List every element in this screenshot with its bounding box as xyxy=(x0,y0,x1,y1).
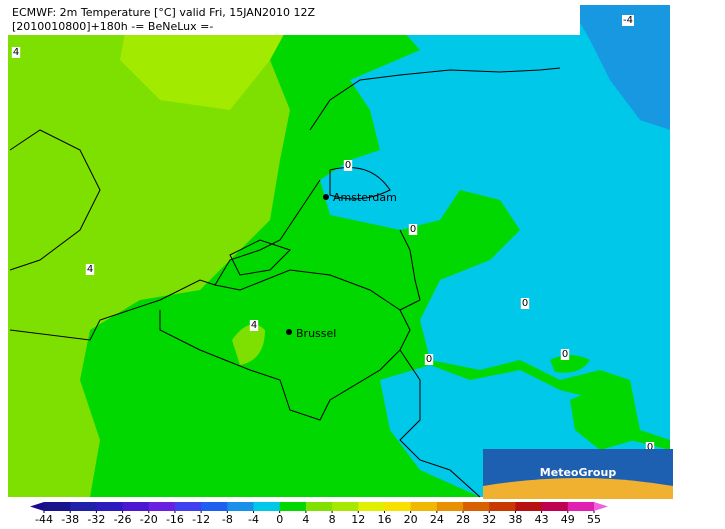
colorbar-tick-label: 20 xyxy=(404,513,418,525)
colorbar-tick-label: -12 xyxy=(192,513,210,525)
colorbar-tick-label: 55 xyxy=(587,513,601,525)
colorbar-tick-label: 8 xyxy=(329,513,336,525)
contour-label: 0 xyxy=(522,298,528,309)
contour-label-bg xyxy=(645,442,655,453)
colorbar-swatch xyxy=(227,502,255,511)
colorbar-swatch xyxy=(279,502,307,511)
contour-label: 0 xyxy=(426,354,432,365)
colorbar-swatch xyxy=(358,502,385,511)
contour-label: 0 xyxy=(410,224,416,235)
colorbar-swatch xyxy=(489,502,516,511)
colorbar-swatch xyxy=(436,502,464,511)
contour-label-bg xyxy=(249,320,259,331)
contour-label-bg xyxy=(11,47,21,58)
contour-label: 4 xyxy=(87,264,93,275)
city-marker xyxy=(323,194,329,200)
contour-label-bg xyxy=(343,160,353,171)
zone-island xyxy=(570,392,635,450)
contour-label: -4 xyxy=(623,15,633,26)
contour-label-bg xyxy=(560,349,570,360)
contour-labels: 4 0 0 4 4 0 0 0 -4 0 xyxy=(11,15,655,453)
colorbar-swatch xyxy=(96,502,124,511)
contour-label: 0 xyxy=(345,160,351,171)
colorbar-tick-label: -8 xyxy=(222,513,233,525)
colorbar-swatch xyxy=(567,502,595,511)
colorbar-tick-label: -44 xyxy=(35,513,53,525)
colorbar-tick-label: -32 xyxy=(87,513,105,525)
colorbar-swatch xyxy=(515,502,543,511)
zone-minus4 xyxy=(570,5,670,130)
colorbar-arrow xyxy=(594,502,608,511)
colorbar-swatch xyxy=(44,502,71,511)
zone-west xyxy=(100,320,160,440)
colorbar-tick-label: 16 xyxy=(377,513,391,525)
zone-4-island xyxy=(232,324,265,365)
colorbar-tick-label: 4 xyxy=(302,513,309,525)
colorbar-tick-label: 28 xyxy=(456,513,470,525)
colorbar-swatch xyxy=(305,502,333,511)
colorbar-swatch xyxy=(410,502,438,511)
colorbar-tick-label: -26 xyxy=(114,513,132,525)
colorbar-swatch xyxy=(541,502,569,511)
colorbar-swatch xyxy=(122,502,150,511)
colorbar-swatch xyxy=(70,502,97,511)
title-box xyxy=(8,5,580,35)
colorbar-tick-label: 0 xyxy=(276,513,283,525)
contour-label-bg xyxy=(622,15,634,26)
map: Amsterdam Brussel xyxy=(8,5,670,498)
colorbar-tick-label: -16 xyxy=(166,513,184,525)
colorbar-tick-label: 32 xyxy=(482,513,496,525)
contour-label: 4 xyxy=(251,320,257,331)
colorbar-swatch xyxy=(384,502,412,511)
title: ECMWF: 2m Temperature [°C] valid Fri, 15… xyxy=(12,6,316,19)
colorbar-swatch xyxy=(201,502,228,511)
zone-island xyxy=(550,355,590,373)
colorbar-tick-label: -4 xyxy=(248,513,259,525)
contour-label: 4 xyxy=(13,47,19,58)
logo-swoosh xyxy=(483,478,673,499)
colorbar-tick-label: 12 xyxy=(351,513,365,525)
colorbar-arrow xyxy=(30,502,44,511)
colorbar-tick-label: 49 xyxy=(561,513,575,525)
city-marker xyxy=(286,329,292,335)
contour-label-bg xyxy=(408,224,418,235)
city-label: Amsterdam xyxy=(333,191,397,204)
subtitle: [2010010800]+180h -= BeNeLux =- xyxy=(12,20,213,33)
colorbar-swatch xyxy=(174,502,202,511)
colorbar-swatch xyxy=(253,502,281,511)
colorbar-tick-label: -20 xyxy=(140,513,158,525)
contour-label-bg xyxy=(424,354,434,365)
colorbar-swatch xyxy=(332,502,359,511)
colorbar-tick-label: 43 xyxy=(535,513,549,525)
contour-label-bg xyxy=(85,264,95,275)
contour-label: 0 xyxy=(647,442,653,453)
colorbar: -44 -38 -32 -26 -20 -16 -12 -8 -4 0 4 8 12 16 20 24 28 32… xyxy=(30,502,608,526)
logo: MeteoGroup xyxy=(540,466,617,479)
colorbar-tick-label: -38 xyxy=(61,513,79,525)
contour-label-bg xyxy=(520,298,530,309)
colorbar-tick-label: 24 xyxy=(430,513,444,525)
colorbar-tick-label: 38 xyxy=(508,513,522,525)
city-label: Brussel xyxy=(296,327,336,340)
zone-minus4-0 xyxy=(320,5,670,440)
colorbar-swatch xyxy=(148,502,176,511)
contour-label: 0 xyxy=(562,349,568,360)
colorbar-swatch xyxy=(463,502,490,511)
